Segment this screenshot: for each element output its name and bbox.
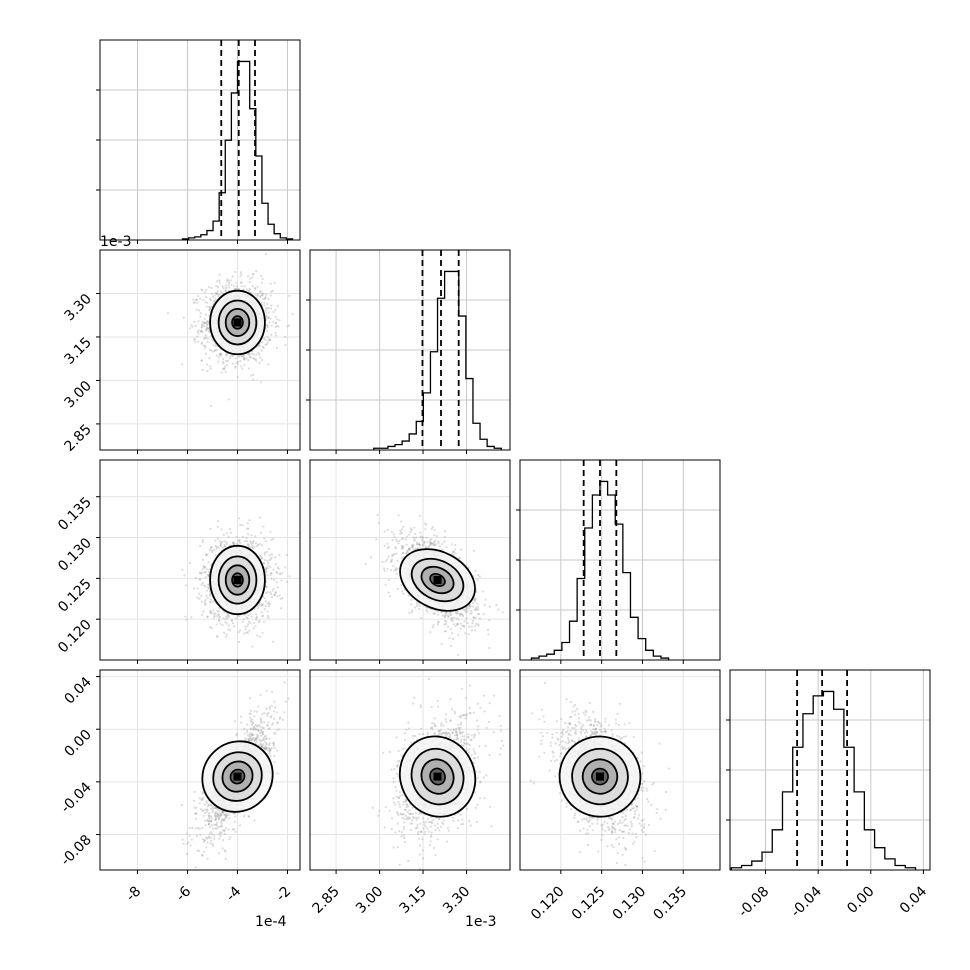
panel-0-0 xyxy=(96,39,301,244)
histogram-line xyxy=(730,690,917,870)
panel-2-0 xyxy=(96,459,301,664)
x-tick-label: 0.04 xyxy=(897,883,930,916)
panel-frame xyxy=(519,459,721,661)
histogram-line xyxy=(181,60,294,240)
y-tick-label: 3.30 xyxy=(61,291,94,324)
x-tick-label: 0.00 xyxy=(844,884,877,917)
y-tick-label: 3.15 xyxy=(61,334,94,367)
panel-frame xyxy=(99,39,301,241)
scatter-points xyxy=(371,677,505,870)
panel-frame xyxy=(99,669,301,871)
y-tick-label: 0.125 xyxy=(55,576,95,616)
y-tick-label: -0.04 xyxy=(58,779,95,816)
y-tick-label: 0.135 xyxy=(55,494,95,534)
y-tick-label: 2.85 xyxy=(61,421,94,454)
panel-background xyxy=(100,250,300,450)
panel-frame xyxy=(309,249,511,451)
x-tick-label: 2.85 xyxy=(310,884,343,917)
x-tick-label: 0.125 xyxy=(569,884,609,924)
panel-frame xyxy=(99,459,301,661)
y-tick-label: 0.00 xyxy=(61,727,94,760)
y-tick-label: 0.130 xyxy=(55,535,95,575)
panel-1-0 xyxy=(96,249,301,454)
y-tick-label: -0.08 xyxy=(58,832,95,869)
x-tick-label: -2 xyxy=(273,884,294,905)
panel-2-1 xyxy=(309,459,511,664)
density-peak xyxy=(596,772,604,781)
x-tick-label: -4 xyxy=(223,883,244,904)
panel-1-1 xyxy=(306,249,511,454)
x-tick-label: 3.30 xyxy=(440,884,473,917)
panel-frame xyxy=(309,669,511,871)
x-tick-label: -0.04 xyxy=(788,883,825,920)
panel-3-1 xyxy=(309,669,511,874)
x-tick-label: 0.130 xyxy=(610,884,650,924)
x-tick-label: 0.120 xyxy=(528,884,568,924)
density-peak xyxy=(433,772,442,781)
x-tick-label: 3.00 xyxy=(353,884,386,917)
scatter-points xyxy=(167,253,294,408)
panel-background xyxy=(100,460,300,660)
x-tick-label: -8 xyxy=(123,884,144,905)
panel-2-2 xyxy=(516,459,721,664)
histogram-line xyxy=(530,480,670,660)
histogram-line xyxy=(373,270,502,450)
x-offset-label: 1e-3 xyxy=(465,914,496,930)
panel-frame xyxy=(309,459,511,661)
x-offset-label: 1e-4 xyxy=(255,914,287,930)
panel-3-3 xyxy=(726,669,931,874)
x-tick-label: 3.15 xyxy=(397,884,430,917)
y-tick-label: 0.04 xyxy=(61,674,94,707)
scatter-points xyxy=(180,681,290,869)
x-tick-label: -6 xyxy=(173,883,194,904)
panel-frame xyxy=(519,669,721,871)
y-tick-label: 0.120 xyxy=(55,617,95,657)
density-peak xyxy=(233,576,242,584)
density-peak xyxy=(233,318,242,327)
scatter-points xyxy=(181,516,300,648)
y-tick-label: 3.00 xyxy=(61,378,94,411)
density-peak xyxy=(233,772,242,781)
panel-3-2 xyxy=(519,669,721,874)
scatter-points xyxy=(364,513,504,660)
scatter-points xyxy=(529,681,671,870)
x-tick-label: 0.135 xyxy=(650,884,690,924)
y-offset-label: 1e-3 xyxy=(100,234,131,250)
panel-3-0 xyxy=(96,669,301,874)
panel-frame xyxy=(99,249,301,451)
x-tick-label: -0.08 xyxy=(735,884,772,921)
density-peak xyxy=(433,576,442,584)
panel-frame xyxy=(729,669,931,871)
